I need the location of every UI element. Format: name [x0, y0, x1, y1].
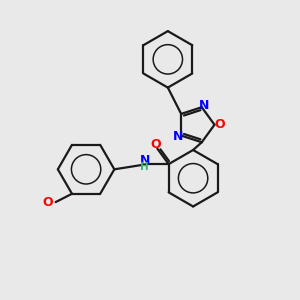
- Text: O: O: [214, 118, 225, 131]
- Text: H: H: [140, 162, 149, 172]
- Text: N: N: [140, 154, 150, 167]
- Text: O: O: [151, 138, 161, 151]
- Text: N: N: [199, 99, 210, 112]
- Text: N: N: [173, 130, 183, 143]
- Text: O: O: [42, 196, 52, 209]
